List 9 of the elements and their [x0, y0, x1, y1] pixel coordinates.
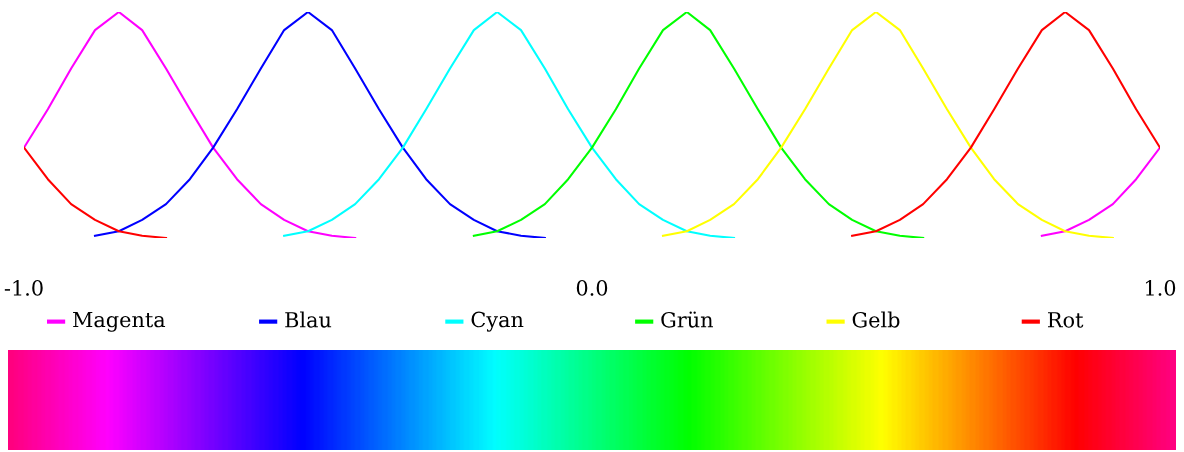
legend-label: Cyan [471, 311, 524, 332]
legend-label: Rot [1047, 312, 1084, 328]
legend-label: Gelb [852, 311, 900, 328]
legend-label: Blau [285, 311, 332, 328]
x-tick-label: 0.0 [576, 280, 608, 296]
legend-label: Grün [661, 311, 713, 328]
legend-label: Magenta [73, 311, 166, 332]
x-tick-label: -1.0 [4, 280, 43, 296]
x-tick-label: 1.0 [1145, 280, 1176, 296]
